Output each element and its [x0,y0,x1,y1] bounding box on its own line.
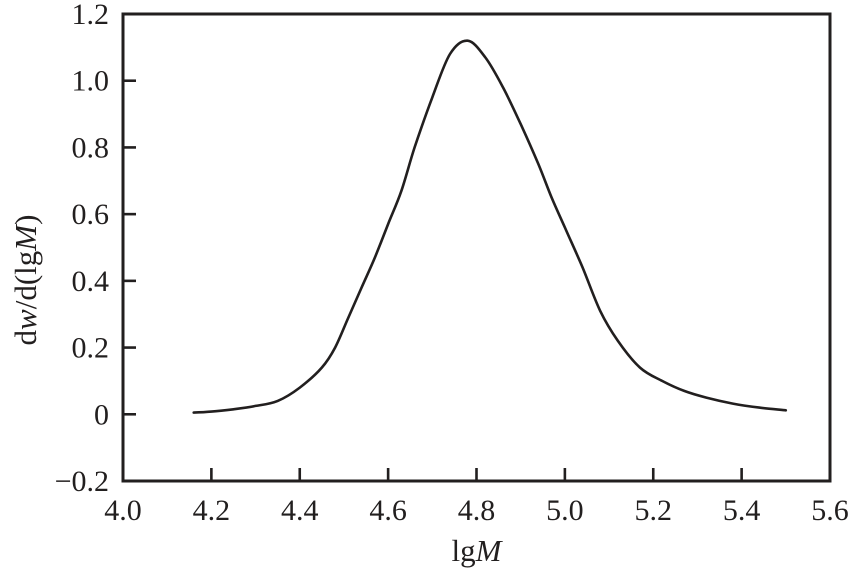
y-tick-label: 0.4 [72,265,110,298]
x-tick-label: 5.6 [811,494,849,527]
x-tick-label: 4.0 [104,494,142,527]
y-axis-label: dw/d(lgM) [8,215,43,346]
y-tick-label: 0.2 [72,332,110,365]
y-tick-label: −0.2 [55,465,109,498]
y-tick-label: 1.0 [72,65,110,98]
y-tick-label: 1.2 [72,0,110,31]
x-tick-label: 4.4 [281,494,319,527]
x-tick-label: 4.2 [193,494,231,527]
y-tick-label: 0.6 [72,198,110,231]
x-tick-label: 5.2 [635,494,673,527]
x-tick-label: 4.6 [369,494,407,527]
distribution-curve [192,39,788,414]
y-tick-label: 0.8 [72,131,110,164]
x-axis-label: lgM [452,533,504,568]
y-tick-label: 0 [94,398,109,431]
x-tick-label: 5.4 [723,494,761,527]
x-tick-label: 5.0 [546,494,584,527]
x-tick-label: 4.8 [458,494,496,527]
